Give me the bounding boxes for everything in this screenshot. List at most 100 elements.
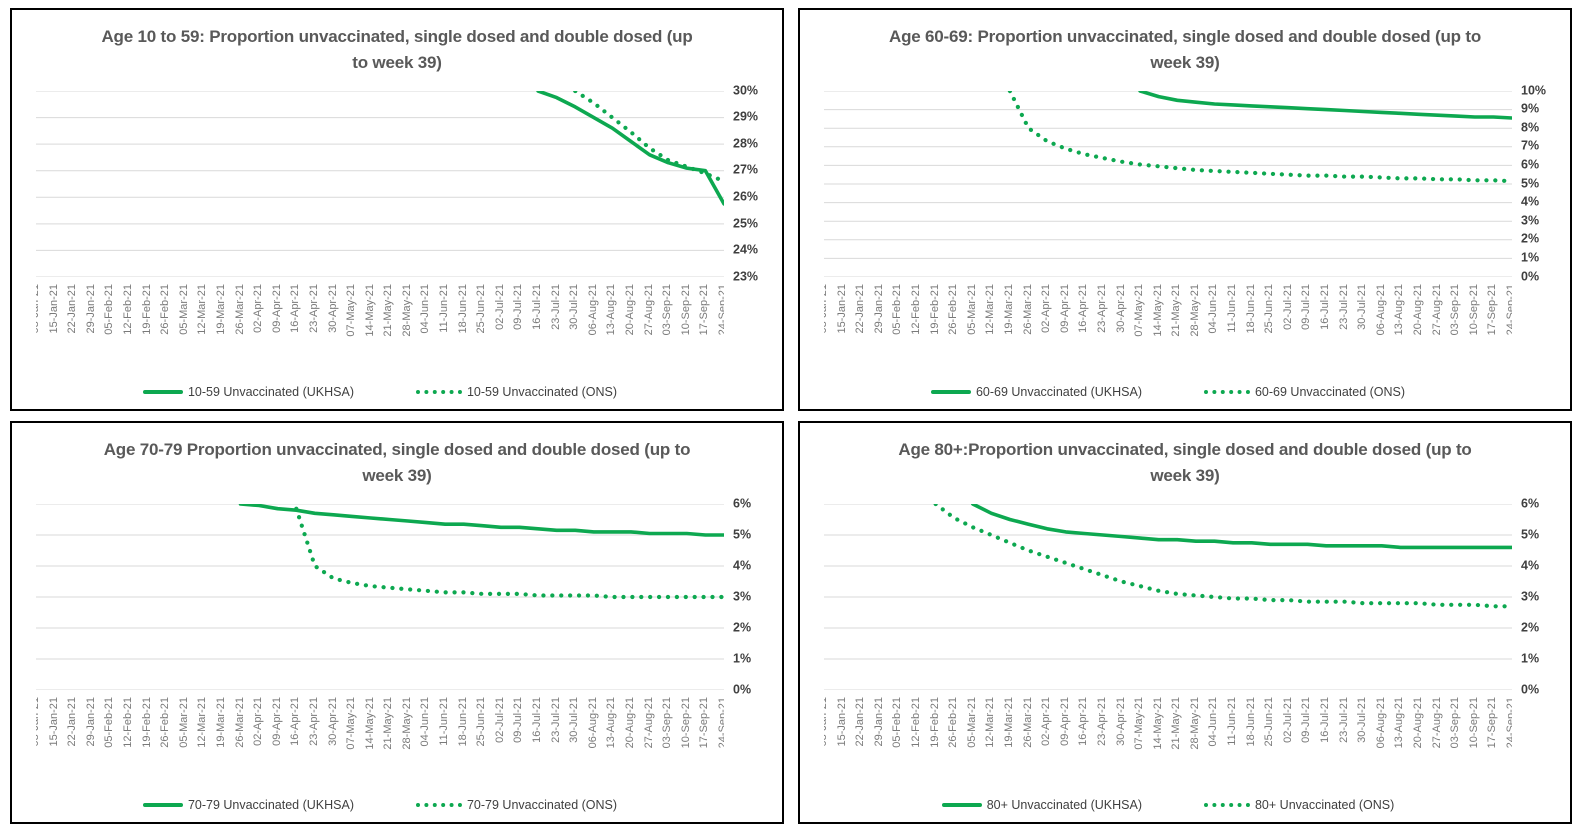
- x-tick-label: 25-Jun-21: [1263, 283, 1276, 334]
- series-line-ukhsa: [238, 503, 724, 537]
- x-tick-label: 07-May-21: [1133, 283, 1146, 337]
- x-tick-label: 12-Feb-21: [909, 283, 922, 335]
- y-tick-label: 26%: [733, 189, 759, 204]
- x-tick-label: 10-Sep-21: [1467, 696, 1480, 749]
- legend-label: 80+ Unvaccinated (ONS): [1254, 798, 1395, 812]
- y-tick-label: 25%: [733, 216, 759, 231]
- series-line-ukhsa: [536, 90, 724, 206]
- x-tick-label: 30-Apr-21: [326, 283, 339, 333]
- series-line-ons: [1007, 90, 1512, 183]
- x-tick-label: 15-Jan-21: [47, 283, 60, 334]
- x-tick-label: 23-Apr-21: [1095, 696, 1108, 746]
- x-tick-label: 16-Apr-21: [289, 696, 302, 746]
- y-tick-label: 5%: [733, 527, 752, 542]
- x-tick-label: 04-Jun-21: [419, 696, 432, 747]
- x-tick-label: 05-Feb-21: [103, 283, 116, 335]
- x-tick-label: 02-Apr-21: [1040, 283, 1053, 333]
- x-tick-label: 25-Jun-21: [475, 283, 488, 334]
- x-tick-label: 25-Jun-21: [1263, 696, 1276, 747]
- x-axis-labels: 08-Jan-21 15-Jan-21 22-Jan-21 29-Jan-21 05-F…: [36, 282, 724, 362]
- chart-svg: [824, 90, 1512, 277]
- y-tick-label: 0%: [733, 682, 752, 697]
- x-tick-label: 15-Jan-21: [835, 696, 848, 747]
- x-tick-label: 14-May-21: [363, 283, 376, 337]
- y-tick-label: 29%: [733, 109, 759, 124]
- x-tick-label: 04-Jun-21: [1207, 283, 1220, 334]
- dotted-line-swatch: [1203, 390, 1250, 394]
- legend-label: 10-59 Unvaccinated (ONS): [466, 385, 618, 399]
- x-tick-label: 19-Feb-21: [140, 696, 153, 748]
- x-tick-label: 19-Feb-21: [140, 283, 153, 335]
- y-tick-label: 23%: [733, 269, 759, 284]
- chart-svg: [36, 90, 724, 277]
- plot-area: 08-Jan-21 15-Jan-21 22-Jan-21 29-Jan-21 05-F…: [824, 83, 1560, 405]
- plot-canvas: [36, 503, 724, 690]
- x-tick-label: 30-Apr-21: [1114, 696, 1127, 746]
- x-tick-label: 09-Apr-21: [1058, 696, 1071, 746]
- y-tick-label: 9%: [1521, 102, 1540, 117]
- x-tick-label: 08-Jan-21: [36, 283, 41, 334]
- x-tick-label: 12-Feb-21: [121, 696, 134, 748]
- x-tick-label: 26-Mar-21: [1021, 283, 1034, 335]
- y-tick-label: 5%: [1521, 176, 1540, 191]
- x-tick-label: 11-Jun-21: [438, 696, 451, 746]
- legend-item-ukhsa: 80+ Unvaccinated (UKHSA): [941, 798, 1142, 812]
- x-tick-label: 17-Sep-21: [1486, 283, 1499, 336]
- chart-title: Age 60-69: Proportion unvaccinated, sing…: [889, 27, 1481, 73]
- y-tick-label: 2%: [733, 620, 752, 635]
- x-tick-label: 02-Jul-21: [1281, 696, 1294, 743]
- x-tick-label: 15-Jan-21: [47, 696, 60, 747]
- x-tick-label: 09-Jul-21: [512, 696, 525, 743]
- y-tick-label: 6%: [1521, 496, 1540, 511]
- x-tick-label: 16-Jul-21: [1319, 283, 1332, 330]
- x-tick-label: 26-Feb-21: [159, 696, 172, 748]
- x-tick-label: 07-May-21: [345, 283, 358, 337]
- x-tick-label: 26-Feb-21: [947, 696, 960, 748]
- x-tick-label: 06-Aug-21: [1374, 283, 1387, 336]
- x-tick-label: 08-Jan-21: [824, 696, 829, 747]
- x-tick-label: 27-Aug-21: [1430, 696, 1443, 749]
- x-tick-label: 22-Jan-21: [854, 283, 867, 334]
- x-tick-label: 02-Jul-21: [1281, 283, 1294, 330]
- y-tick-label: 6%: [1521, 157, 1540, 172]
- x-tick-label: 26-Feb-21: [159, 283, 172, 335]
- chart-title: Age 10 to 59: Proportion unvaccinated, s…: [101, 27, 693, 73]
- legend-item-ukhsa: 70-79 Unvaccinated (UKHSA): [142, 798, 354, 812]
- x-tick-label: 05-Feb-21: [891, 283, 904, 335]
- legend-label: 80+ Unvaccinated (UKHSA): [986, 798, 1142, 812]
- x-tick-label: 07-May-21: [345, 696, 358, 750]
- chart-panel-age-10-59: Age 10 to 59: Proportion unvaccinated, s…: [10, 8, 784, 411]
- x-tick-label: 15-Jan-21: [835, 283, 848, 334]
- x-tick-label: 20-Aug-21: [1412, 696, 1425, 749]
- y-tick-label: 4%: [1521, 558, 1540, 573]
- x-tick-label: 11-Jun-21: [1226, 283, 1239, 333]
- x-tick-label: 17-Sep-21: [698, 283, 711, 336]
- x-tick-label: 23-Jul-21: [549, 283, 562, 330]
- x-tick-label: 09-Jul-21: [512, 283, 525, 330]
- x-tick-label: 21-May-21: [382, 283, 395, 337]
- x-tick-label: 23-Apr-21: [1095, 283, 1108, 333]
- x-tick-label: 16-Apr-21: [1077, 696, 1090, 746]
- plot-canvas: [824, 90, 1512, 277]
- x-tick-label: 19-Mar-21: [1002, 283, 1015, 335]
- x-tick-label: 19-Feb-21: [928, 283, 941, 335]
- x-tick-label: 03-Sep-21: [661, 696, 674, 749]
- y-tick-label: 0%: [1521, 682, 1540, 697]
- x-tick-label: 07-May-21: [1133, 696, 1146, 750]
- legend: 60-69 Unvaccinated (UKHSA) 60-69 Unvacci…: [824, 379, 1512, 405]
- x-tick-label: 23-Jul-21: [1337, 696, 1350, 743]
- dotted-line-swatch: [1203, 803, 1250, 807]
- x-tick-label: 19-Mar-21: [1002, 696, 1015, 748]
- x-tick-label: 20-Aug-21: [624, 283, 637, 336]
- x-tick-label: 08-Jan-21: [36, 696, 41, 747]
- x-tick-label: 23-Jul-21: [549, 696, 562, 743]
- x-tick-label: 25-Jun-21: [475, 696, 488, 747]
- legend-item-ons: 70-79 Unvaccinated (ONS): [415, 798, 617, 812]
- legend-item-ukhsa: 10-59 Unvaccinated (UKHSA): [142, 385, 354, 399]
- legend-item-ons: 60-69 Unvaccinated (ONS): [1203, 385, 1405, 399]
- x-tick-label: 26-Mar-21: [233, 283, 246, 335]
- y-tick-label: 3%: [733, 589, 752, 604]
- x-tick-label: 18-Jun-21: [456, 283, 469, 334]
- x-tick-label: 02-Jul-21: [493, 283, 506, 330]
- x-tick-label: 08-Jan-21: [824, 283, 829, 334]
